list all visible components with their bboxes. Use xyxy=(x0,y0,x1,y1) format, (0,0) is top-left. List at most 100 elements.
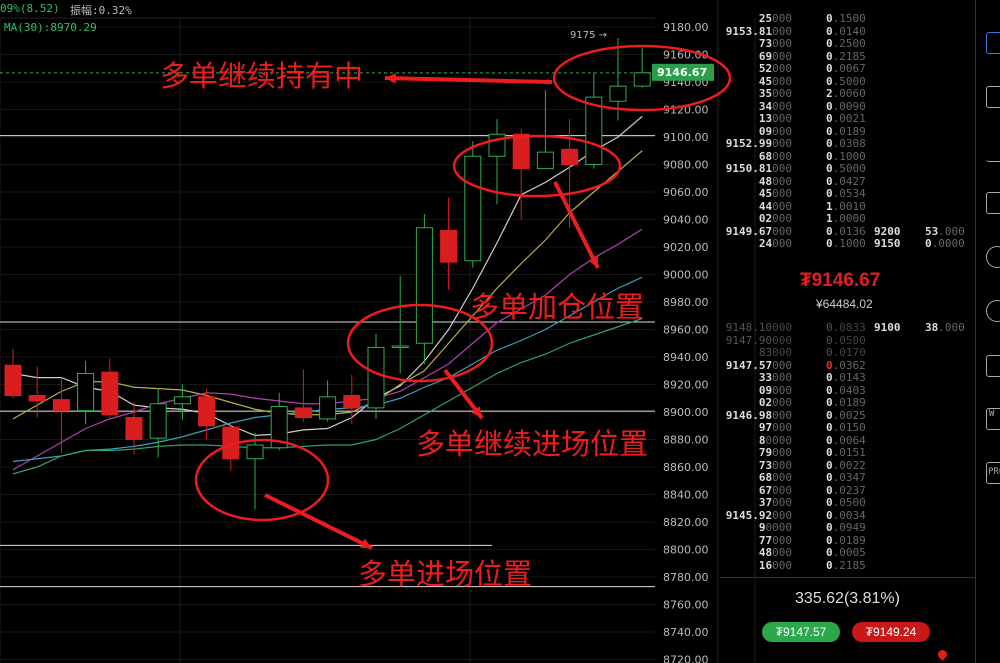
price-main: 45 xyxy=(758,187,773,200)
qty-tail: .0534 xyxy=(832,187,866,200)
order-row[interactable]: 09000 0.0403 xyxy=(720,384,975,397)
order-row[interactable]: 69000 0.2185 xyxy=(720,50,975,63)
order-quantity: 0.2500 xyxy=(826,37,866,50)
order-row[interactable]: 52000 0.0067 xyxy=(720,62,975,75)
order-row[interactable]: 24000 0.1000 xyxy=(720,237,975,250)
price-tail: 000 xyxy=(772,137,792,150)
order-row[interactable]: 83000 0.0170 xyxy=(720,346,975,359)
order-row[interactable]: 9147.57000 0.0362 xyxy=(720,359,975,372)
order-list-icon[interactable] xyxy=(986,86,1000,108)
price-main: 34 xyxy=(758,99,773,113)
qty-main: 0 xyxy=(826,396,833,409)
order-row[interactable]: 90000 0.0949 xyxy=(720,521,975,534)
order-row[interactable]: 80000 0.0064 xyxy=(720,434,975,447)
order-row[interactable]: 25000 0.1500 xyxy=(720,12,975,25)
price-main: 9147.90 xyxy=(725,333,773,347)
change-percent: 09%(8.52) xyxy=(0,2,60,15)
order-row[interactable]: 09000 0.0189 xyxy=(720,125,975,138)
price-tail: 000 xyxy=(772,508,792,522)
sell-price-button[interactable]: ₮9149.24 xyxy=(852,622,930,642)
qty-main: 0 xyxy=(826,224,833,238)
level-amount-tail: .000 xyxy=(938,224,965,238)
order-row[interactable]: 77000 0.0189 xyxy=(720,534,975,547)
qty-tail: .0151 xyxy=(832,446,866,459)
price-main: 09 xyxy=(758,124,773,138)
chat-icon[interactable] xyxy=(986,300,1000,322)
order-row[interactable]: 02000 0.0189 xyxy=(720,396,975,409)
order-row[interactable]: 34000 0.0090 xyxy=(720,100,975,113)
order-row[interactable]: 68000 0.0347 xyxy=(720,471,975,484)
annotation-continue-entry: 多单继续进场位置 xyxy=(416,427,649,461)
order-row[interactable]: 16000 0.2185 xyxy=(720,559,975,572)
order-row[interactable]: 9148.10000 0.0833 xyxy=(720,321,975,334)
window-icon[interactable]: W xyxy=(986,408,1000,430)
order-price: 35000 xyxy=(759,87,792,100)
price-tail: 000 xyxy=(772,546,792,559)
price-main: 24 xyxy=(758,237,773,250)
clock-icon[interactable] xyxy=(986,246,1000,268)
order-price: 16000 xyxy=(759,559,792,572)
qty-tail: .0170 xyxy=(832,346,866,359)
candle-down xyxy=(101,371,119,416)
order-quantity: 0.0500 xyxy=(826,334,866,347)
order-row[interactable]: 68000 0.1000 xyxy=(720,150,975,163)
order-row[interactable]: 73000 0.2500 xyxy=(720,37,975,50)
order-row[interactable]: 35000 2.0060 xyxy=(720,87,975,100)
order-row[interactable]: 02000 1.0000 xyxy=(720,212,975,225)
order-row[interactable]: 79000 0.0151 xyxy=(720,446,975,459)
order-row[interactable]: 9153.81000 0.0140 xyxy=(720,25,975,38)
order-price: 33000 xyxy=(759,371,792,384)
order-row[interactable]: 33000 0.0143 xyxy=(720,371,975,384)
order-quantity: 0.1000 xyxy=(826,237,866,250)
price-tail: 000 xyxy=(772,446,792,459)
annotation-entry: 多单进场位置 xyxy=(358,557,533,591)
order-row[interactable]: 45000 0.5000 xyxy=(720,75,975,88)
bar-chart-icon[interactable] xyxy=(986,140,1000,162)
order-row[interactable]: 45000 0.0534 xyxy=(720,187,975,200)
qty-main: 0 xyxy=(826,371,833,384)
qty-tail: .0090 xyxy=(832,99,866,113)
price-tail: 000 xyxy=(772,99,792,113)
candle-up xyxy=(633,72,651,87)
order-book: 25000 0.1500 9153.81000 0.0140 73000 0.2500 69… xyxy=(720,0,975,663)
buy-price-button[interactable]: ₮9147.57 xyxy=(762,622,840,642)
order-row[interactable]: 48000 0.0005 xyxy=(720,546,975,559)
price-main: 77 xyxy=(758,533,773,547)
order-row[interactable]: 9152.99000 0.0308 xyxy=(720,137,975,150)
qty-tail: .0025 xyxy=(832,408,866,422)
order-row[interactable]: 48000 0.0427 xyxy=(720,175,975,188)
qty-main: 0 xyxy=(826,321,833,334)
order-row[interactable]: 73000 0.0022 xyxy=(720,459,975,472)
order-quantity: 0.0237 xyxy=(826,484,866,497)
price-tick-label: 8720.00 xyxy=(663,654,709,663)
order-price: 9153.81000 xyxy=(726,25,792,38)
qty-main: 0 xyxy=(826,112,833,125)
candle-up xyxy=(415,227,433,344)
order-row[interactable]: 9146.98000 0.0025 xyxy=(720,409,975,422)
qty-main: 0 xyxy=(826,546,833,559)
price-tick-label: 8920.00 xyxy=(663,379,709,392)
order-row[interactable]: 37000 0.0500 xyxy=(720,496,975,509)
list-icon[interactable] xyxy=(986,355,1000,377)
chart-icon[interactable] xyxy=(986,32,1000,54)
order-row[interactable]: 9150.81000 0.5000 xyxy=(720,162,975,175)
price-tick-label: 8860.00 xyxy=(663,461,709,474)
order-row[interactable]: 13000 0.0021 xyxy=(720,112,975,125)
order-row[interactable]: 44000 1.0010 xyxy=(720,200,975,213)
order-row[interactable]: 97000 0.0150 xyxy=(720,421,975,434)
order-row[interactable]: 9147.90000 0.0500 xyxy=(720,334,975,347)
pro-icon[interactable]: PRO xyxy=(986,462,1000,484)
order-row[interactable]: 9145.92000 0.0034 xyxy=(720,509,975,522)
order-row[interactable]: 9149.67000 0.0136 xyxy=(720,225,975,238)
price-tail: 000 xyxy=(772,321,792,334)
candle-down xyxy=(561,148,579,165)
qty-tail: .0150 xyxy=(832,421,866,434)
qty-main: 0 xyxy=(826,346,833,359)
order-row[interactable]: 67000 0.0237 xyxy=(720,484,975,497)
order-price: 79000 xyxy=(759,446,792,459)
document-icon[interactable] xyxy=(986,192,1000,214)
price-main: 02 xyxy=(758,396,773,409)
depth-level: 9200 53.000 xyxy=(874,225,969,238)
qty-tail: .1000 xyxy=(832,149,866,163)
